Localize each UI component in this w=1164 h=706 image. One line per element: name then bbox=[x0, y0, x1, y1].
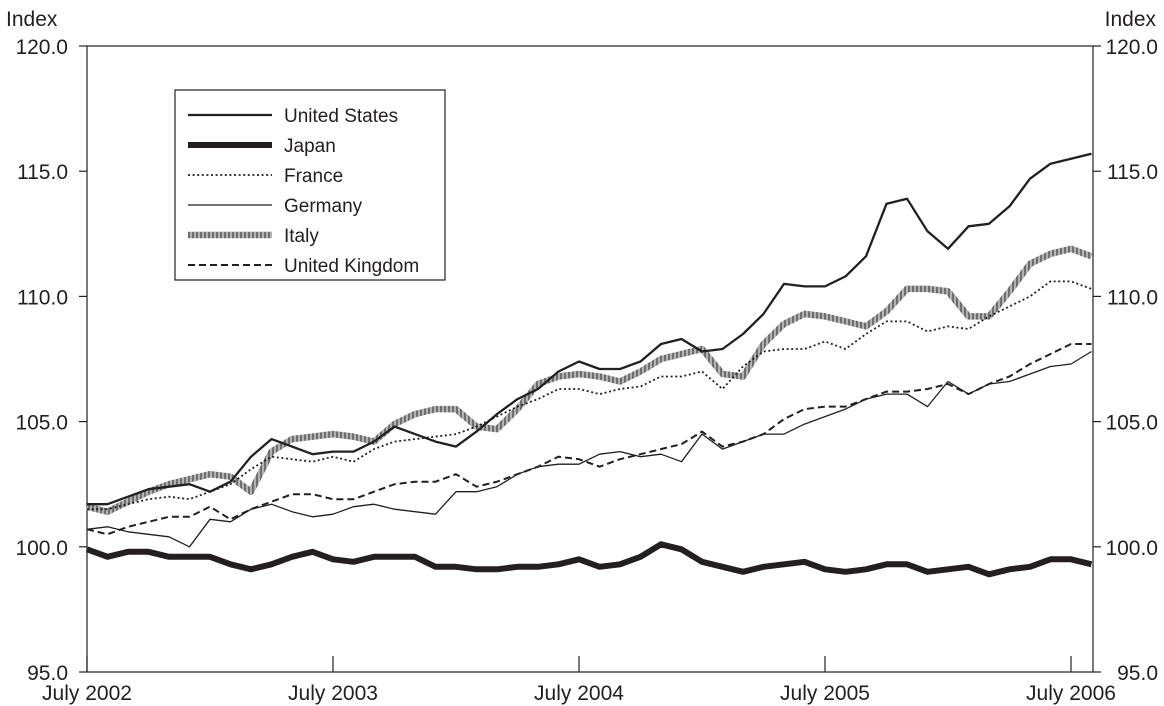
legend-box bbox=[174, 89, 446, 281]
y-tick-label-left: 105.0 bbox=[15, 412, 68, 435]
y-tick-label-right: 115.0 bbox=[1107, 161, 1158, 184]
legend-label-united-states: United States bbox=[284, 106, 398, 127]
series-line-france bbox=[87, 280, 1092, 511]
y-tick-label-right: 110.0 bbox=[1107, 286, 1158, 309]
y-tick-label-left: 110.0 bbox=[17, 286, 68, 309]
legend-label-united-kingdom: United Kingdom bbox=[284, 256, 419, 277]
legend-label-japan: Japan bbox=[284, 136, 336, 157]
x-axis: July 2002 July 2003 July 2004 July 2005 July… bbox=[42, 656, 1116, 705]
series-line-united-kingdom bbox=[86, 343, 1092, 536]
x-tick-label: July 2005 bbox=[780, 682, 870, 705]
plot-frame bbox=[86, 45, 1094, 673]
x-tick-label: July 2006 bbox=[1026, 682, 1116, 705]
x-tick-label: July 2003 bbox=[288, 682, 378, 705]
legend-label-italy: Italy bbox=[284, 226, 319, 247]
legend: United States Japan France Germany Italy Unit… bbox=[174, 89, 446, 281]
left-y-axis: 120.0 115.0 110.0 105.0 100.0 95.0 bbox=[15, 36, 87, 685]
x-tick-label: July 2004 bbox=[534, 682, 624, 705]
y-tick-label-right: 95.0 bbox=[1117, 662, 1158, 685]
series-line-germany bbox=[86, 350, 1092, 548]
legend-label-france: France bbox=[284, 166, 343, 187]
series-lines bbox=[85, 152, 1093, 578]
left-axis-title: Index bbox=[6, 8, 58, 31]
x-tick-label: July 2002 bbox=[42, 682, 132, 705]
series-line-italy bbox=[86, 245, 1093, 515]
y-tick-label-right: 100.0 bbox=[1105, 537, 1158, 560]
y-tick-label-left: 115.0 bbox=[17, 161, 68, 184]
right-y-axis: 120.0 115.0 110.0 105.0 100.0 95.0 bbox=[1093, 36, 1158, 685]
series-line-united-states bbox=[87, 152, 1092, 506]
y-tick-label-left: 100.0 bbox=[15, 537, 68, 560]
y-tick-label-right: 105.0 bbox=[1105, 412, 1158, 435]
right-axis-title: Index bbox=[1105, 8, 1157, 31]
series-line-japan bbox=[85, 541, 1093, 578]
y-tick-label-left: 120.0 bbox=[15, 36, 68, 59]
legend-label-germany: Germany bbox=[284, 196, 363, 217]
y-tick-label-right: 120.0 bbox=[1105, 36, 1158, 59]
y-tick-label-left: 95.0 bbox=[27, 662, 68, 685]
